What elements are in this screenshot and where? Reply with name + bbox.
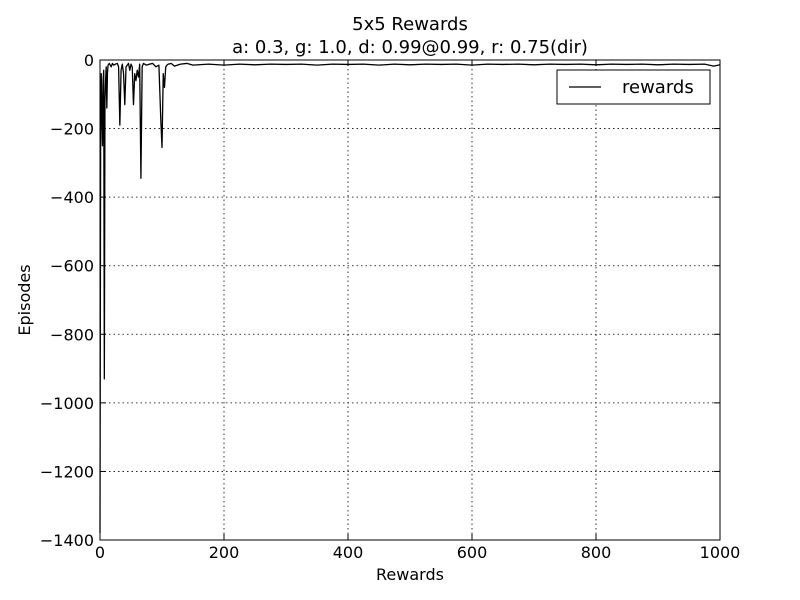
series-line-rewards	[99, 62, 721, 534]
y-tick-label: −1200	[40, 462, 94, 481]
x-tick-label: 0	[95, 543, 105, 562]
y-tick-label: −600	[50, 257, 94, 276]
axis-ticks: 0 200 400 600 800 1000 0 −200 −400 −600 −800 −1000 −…	[40, 51, 740, 562]
y-axis-label: Episodes	[15, 264, 34, 335]
x-axis-label: Rewards	[376, 565, 444, 584]
y-tick-label: 0	[84, 51, 94, 70]
chart-title: 5x5 Rewards	[352, 14, 468, 35]
legend: rewards	[556, 69, 711, 105]
x-tick-label: 400	[333, 543, 364, 562]
y-tick-label: −400	[50, 188, 94, 207]
x-tick-label: 200	[209, 543, 240, 562]
x-tick-label: 600	[457, 543, 488, 562]
legend-label: rewards	[622, 77, 694, 98]
y-tick-label: −200	[50, 120, 94, 139]
plot-frame	[99, 59, 721, 541]
x-tick-label: 800	[581, 543, 612, 562]
y-tick-label: −1400	[40, 531, 94, 550]
grid-lines	[100, 60, 720, 540]
y-tick-label: −800	[50, 325, 94, 344]
y-tick-label: −1000	[40, 394, 94, 413]
x-tick-label: 1000	[700, 543, 741, 562]
chart-subtitle: a: 0.3, g: 1.0, d: 0.99@0.99, r: 0.75(di…	[232, 37, 588, 58]
series-layer	[99, 62, 721, 534]
